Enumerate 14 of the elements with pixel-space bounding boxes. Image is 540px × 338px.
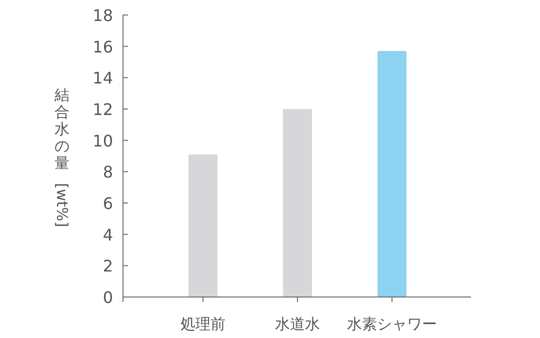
y-tick-label: 4 <box>102 225 113 244</box>
y-tick-label: 2 <box>102 256 113 276</box>
y-tick-label: 14 <box>92 68 113 88</box>
y-axis-title: 結合水の量 [wt%] <box>53 86 71 228</box>
y-tick-label: 6 <box>102 194 113 213</box>
y-tick-label: 18 <box>92 6 113 25</box>
y-tick-label: 12 <box>92 100 113 119</box>
x-tick-label: 水素シャワー <box>347 315 437 333</box>
x-tick-label: 処理前 <box>180 315 226 333</box>
y-tick-label: 0 <box>102 288 113 307</box>
x-tick-label: 水道水 <box>275 315 320 333</box>
y-tick-label: 8 <box>102 162 113 182</box>
y-tick-label: 10 <box>92 131 113 150</box>
y-tick-label: 16 <box>92 37 113 56</box>
